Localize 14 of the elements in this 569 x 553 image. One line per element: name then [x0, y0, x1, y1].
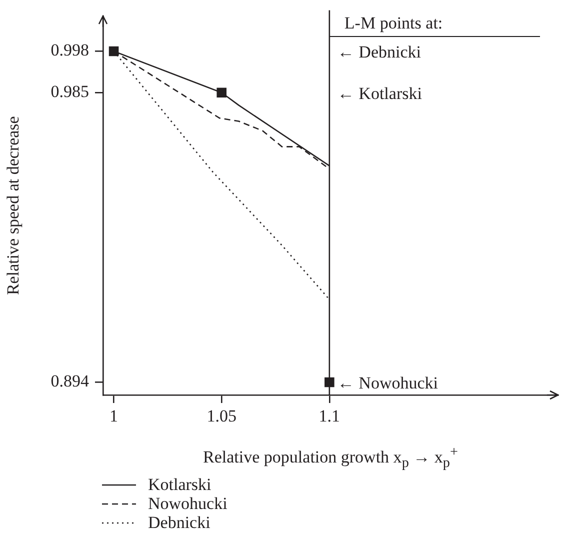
annotation: L-M points at: — [344, 14, 443, 33]
legend-label: Nowohucki — [148, 494, 228, 514]
legend-label: Debnicki — [148, 512, 210, 532]
x-tick-label: 1 — [110, 406, 118, 426]
annotation: ← Nowohucki — [337, 374, 438, 393]
annotation: ← Kotlarski — [337, 84, 422, 104]
y-tick-label: 0.894 — [50, 372, 90, 391]
y-axis-title: Relative speed at decrease — [4, 116, 23, 296]
legend-label: Kotlarski — [148, 474, 212, 494]
annotation: ← Debnicki — [337, 42, 422, 62]
y-tick-label: 0.985 — [50, 82, 89, 102]
y-tick-label: 0.998 — [50, 40, 89, 60]
x-tick-label: 1.1 — [318, 406, 340, 426]
x-tick-label: 1.05 — [206, 406, 236, 426]
